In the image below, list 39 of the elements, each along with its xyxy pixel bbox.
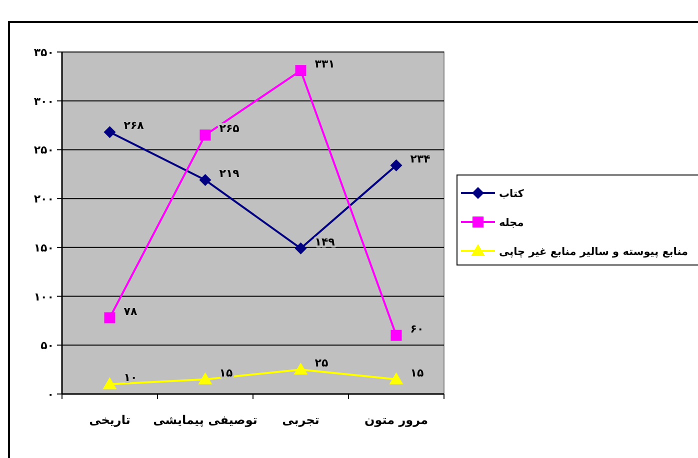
data-label: ۱۵	[410, 366, 424, 380]
point	[294, 362, 308, 375]
data-label: ۲۱۹	[219, 167, 240, 180]
y-tick-label: ۳۰۰	[34, 94, 54, 108]
x-tick-label: توصیفی پیمایشی	[153, 413, 258, 427]
data-label: ۳۳۱	[314, 58, 335, 71]
y-tick-label: ۳۵۰	[34, 46, 54, 59]
point	[104, 312, 116, 324]
point	[390, 330, 402, 341]
y-tick-label: ۲۵۰	[34, 144, 54, 157]
data-label: ۶۰	[410, 322, 424, 336]
y-tick-label: ۱۰۰	[34, 290, 54, 304]
point	[104, 126, 116, 138]
x-tick-label: تجربی	[282, 413, 320, 427]
data-label: ۲۶۸	[124, 119, 144, 132]
point	[200, 130, 211, 141]
data-label: ۲۶۵	[219, 122, 240, 136]
data-label: ۱۰	[124, 371, 138, 384]
legend-label: منابع پیوسته و سالیر منابع غیر چاپی	[499, 246, 688, 258]
data-label: ۷۸	[124, 304, 138, 318]
data-label: ۲۳۴	[410, 152, 431, 166]
y-tick-label: ۲۰۰	[34, 192, 54, 206]
y-tick-label: ۱۵۰	[34, 241, 54, 254]
x-tick-label: مرور متون	[364, 413, 428, 427]
legend-label: کتاب	[499, 188, 525, 200]
x-tick-label: تاریخی	[89, 413, 130, 427]
data-label: ۲۵	[314, 356, 328, 370]
y-tick-label: ۵۰	[40, 339, 54, 352]
y-tick-label: ۰	[47, 388, 54, 401]
point	[295, 65, 306, 76]
data-label: ۱۵	[219, 366, 233, 380]
point	[102, 377, 117, 390]
point	[389, 372, 404, 384]
point	[294, 242, 307, 254]
point	[390, 159, 402, 172]
legend-label: مجله	[499, 217, 524, 229]
point	[198, 372, 212, 384]
point	[199, 174, 212, 186]
data-label: ۱۴۹	[314, 235, 336, 248]
